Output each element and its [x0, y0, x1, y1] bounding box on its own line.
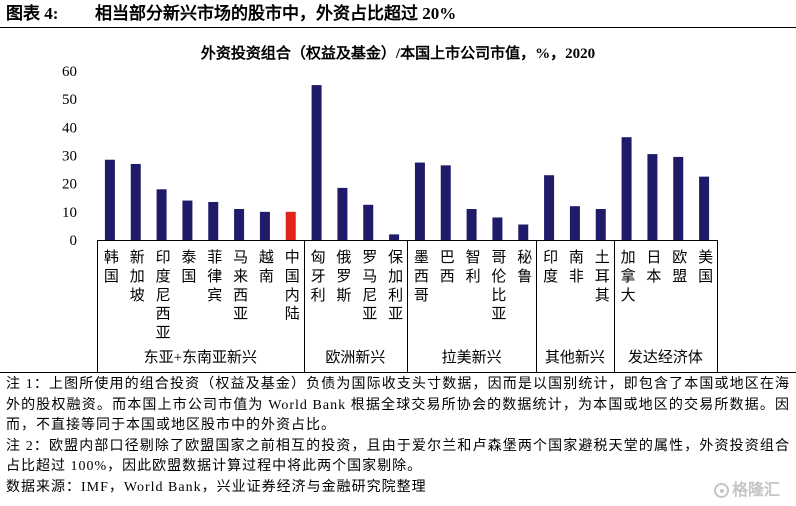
group-label: 东亚+东南亚新兴: [144, 349, 257, 366]
bar: [466, 209, 477, 240]
gelonghui-logo-icon: [714, 483, 729, 498]
bar: [673, 156, 684, 240]
chart-title: 外资投资组合（权益及基金）/本国上市公司市值，%，2020: [200, 44, 595, 62]
watermark-text: 格隆汇: [732, 482, 781, 499]
category-label: 韩国: [101, 249, 118, 287]
bar: [259, 211, 270, 240]
bar: [208, 201, 219, 240]
group-label: 其他新兴: [545, 349, 605, 366]
category-label: 泰国: [179, 249, 196, 287]
bar: [414, 162, 425, 240]
note-2: 注 2：欧盟内部口径剔除了欧盟国家之前相互的投资，且由于爱尔兰和卢森堡两个国家避…: [6, 438, 790, 475]
category-labels: 韩国 新加坡 印度尼西亚 泰国 菲律宾 马来西亚 越南 中国内陆 匈牙利 俄罗斯 罗马尼亚 保加利亚墨…: [101, 249, 713, 343]
category-label: 美国: [696, 249, 713, 287]
figure-header: 图表 4: 相当部分新兴市场的股市中，外资占比超过 20%: [6, 4, 456, 26]
bar: [621, 137, 632, 240]
notes: 注 1：上图所使用的组合投资（权益及基金）负债为国际收支头寸数据，因而是以国别统…: [6, 375, 790, 499]
figure-label: 图表 4:: [6, 4, 59, 23]
category-label: 新加坡: [127, 249, 144, 306]
bar: [182, 200, 193, 240]
y-axis-ticks: 0 10 20 30 40 50 60: [62, 64, 77, 249]
source-note: 数据来源：IMF，World Bank，兴业证券经济与金融研究院整理: [6, 479, 427, 495]
category-label: 土耳其: [592, 249, 609, 306]
y-tick-label: 20: [62, 177, 77, 193]
note-1: 注 1：上图所使用的组合投资（权益及基金）负债为国际收支头寸数据，因而是以国别统…: [6, 377, 790, 434]
bar: [699, 176, 710, 240]
bar: [234, 209, 245, 240]
bar: [569, 206, 580, 240]
bar: [104, 159, 115, 240]
category-label: 墨西哥: [411, 249, 428, 306]
y-tick-label: 40: [62, 120, 77, 136]
group-label: 欧洲新兴: [325, 349, 385, 366]
figure-title: 相当部分新兴市场的股市中，外资占比超过 20%: [95, 4, 457, 23]
category-label: 中国内陆: [282, 249, 299, 325]
category-label: 日本: [644, 249, 661, 287]
bar-chart: 外资投资组合（权益及基金）/本国上市公司市值，%，2020 0 10 20 30 40 5…: [62, 44, 718, 372]
bar: [544, 175, 555, 240]
category-label: 秘鲁: [515, 249, 532, 287]
category-label: 智利: [463, 249, 480, 287]
notes-rule: [0, 372, 796, 373]
watermark-logo: 格隆汇: [714, 481, 780, 501]
bar: [311, 85, 322, 240]
category-label: 俄罗斯: [334, 249, 351, 306]
bar: [156, 189, 167, 240]
y-tick-label: 60: [62, 64, 77, 80]
category-label: 印度尼西亚: [153, 249, 170, 343]
category-label: 马来西亚: [231, 249, 248, 325]
bar: [518, 224, 529, 240]
bar: [440, 165, 451, 240]
group-label: 发达经济体: [628, 349, 703, 366]
category-label: 欧盟: [670, 249, 687, 287]
category-label: 罗马尼亚: [360, 249, 377, 325]
y-tick-label: 10: [62, 205, 77, 221]
category-label: 哥伦比亚: [489, 249, 506, 325]
bar: [647, 154, 658, 240]
group-labels: 东亚+东南亚新兴 欧洲新兴 拉美新兴 其他新兴 发达经济体: [144, 349, 703, 366]
bar: [492, 217, 503, 240]
category-label: 保加利亚: [386, 249, 403, 325]
header-rule: [0, 27, 796, 28]
category-label: 越南: [256, 249, 273, 287]
category-label: 巴西: [437, 249, 454, 287]
bar: [595, 209, 606, 240]
bar: [285, 211, 296, 240]
bar: [389, 234, 400, 240]
bar: [363, 204, 374, 240]
bar: [337, 187, 348, 240]
category-label: 加拿大: [618, 249, 635, 306]
bar: [130, 163, 141, 240]
group-label: 拉美新兴: [442, 349, 502, 366]
y-tick-label: 30: [62, 149, 77, 165]
category-label: 南非: [566, 249, 583, 287]
category-label: 印度: [541, 249, 558, 287]
group-separators: [97, 240, 718, 372]
y-tick-label: 0: [70, 233, 78, 249]
category-label: 匈牙利: [308, 249, 325, 306]
category-label: 菲律宾: [205, 249, 222, 306]
bars: [104, 85, 710, 240]
y-tick-label: 50: [62, 92, 77, 108]
